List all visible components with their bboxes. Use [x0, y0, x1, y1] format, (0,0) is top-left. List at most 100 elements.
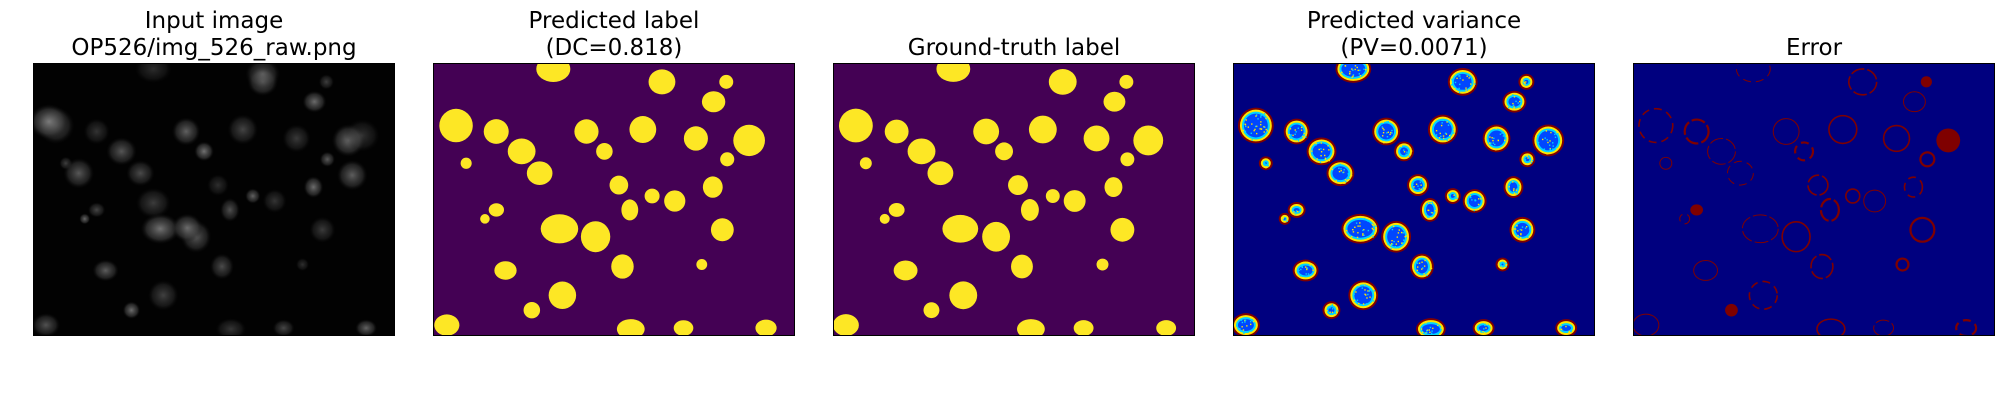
variance-speckle [1351, 235, 1353, 238]
variance-speckle [1249, 320, 1252, 323]
variance-speckle [1546, 139, 1548, 141]
image-background [434, 64, 794, 335]
variance-speckle [1395, 126, 1397, 128]
variance-speckle [1357, 69, 1359, 72]
variance-speckle [1421, 331, 1424, 334]
variance-speckle [1446, 121, 1448, 123]
nucleus [207, 174, 229, 197]
variance-speckle [1428, 202, 1430, 204]
nucleus [135, 187, 171, 219]
variance-speckle [1288, 134, 1290, 136]
variance-speckle [1243, 332, 1245, 335]
error-image [1633, 63, 1995, 336]
variance-speckle [1250, 132, 1252, 134]
variance-speckle [1512, 94, 1514, 96]
nucleus-mask [507, 138, 536, 165]
panel-title: Ground-truth label [833, 35, 1195, 62]
variance-speckle [1328, 149, 1330, 151]
panel-title: Input image OP526/img_526_raw.png [33, 8, 395, 62]
variance-speckle [1372, 232, 1374, 235]
predicted-variance-image [1233, 63, 1595, 336]
variance-speckle [1367, 290, 1369, 292]
variance-speckle [1560, 328, 1562, 331]
variance-core [1421, 324, 1440, 335]
variance-speckle [1449, 138, 1452, 140]
variance-speckle [1440, 124, 1443, 127]
variance-speckle [1294, 214, 1296, 216]
variance-speckle [1382, 121, 1384, 123]
variance-speckle [1560, 324, 1562, 327]
variance-speckle [1390, 131, 1392, 134]
nucleus-mask [1096, 258, 1109, 271]
variance-speckle [1491, 137, 1493, 139]
variance-speckle [1355, 222, 1358, 224]
variance-speckle [1306, 268, 1308, 271]
variance-speckle [1495, 127, 1497, 130]
variance-speckle [1251, 123, 1253, 125]
variance-speckle [1527, 234, 1529, 236]
variance-speckle [1366, 220, 1369, 222]
variance-speckle [1426, 331, 1428, 334]
predicted-label-image [433, 63, 795, 336]
variance-speckle [1492, 142, 1495, 144]
variance-speckle [1355, 291, 1357, 293]
panel-predicted-label: Predicted label (DC=0.818) [433, 0, 795, 400]
title-line: Error [1785, 35, 1843, 61]
variance-speckle [1385, 121, 1388, 123]
variance-speckle [1329, 307, 1331, 309]
variance-speckle [1458, 87, 1460, 90]
variance-speckle [1468, 195, 1471, 198]
nucleus-mask [629, 116, 657, 143]
variance-speckle [1357, 225, 1359, 227]
variance-speckle [1425, 322, 1427, 324]
variance-core [1354, 286, 1373, 305]
variance-speckle [1556, 131, 1558, 134]
variance-speckle [1298, 269, 1300, 272]
variance-speckle [1556, 133, 1558, 135]
variance-speckle [1446, 119, 1449, 122]
variance-speckle [1408, 155, 1411, 158]
variance-speckle [1352, 228, 1354, 231]
variance-speckle [1570, 330, 1572, 333]
variance-speckle [1549, 149, 1551, 151]
variance-speckle [1434, 122, 1436, 125]
variance-speckle [1527, 236, 1529, 239]
nucleus-mask [973, 118, 1000, 145]
variance-speckle [1549, 147, 1551, 150]
variance-speckle [1420, 188, 1422, 190]
error-outline [1819, 197, 1840, 222]
variance-speckle [1452, 197, 1455, 200]
variance-speckle [1434, 322, 1436, 325]
variance-speckle [1512, 189, 1515, 192]
variance-speckle [1430, 211, 1432, 214]
variance-speckle [1519, 100, 1521, 103]
variance-speckle [1530, 162, 1533, 164]
variance-speckle [1363, 228, 1365, 231]
nucleus-mask [1063, 190, 1086, 212]
nucleus [147, 280, 179, 311]
variance-speckle [1353, 293, 1355, 295]
variance-speckle [1423, 265, 1426, 267]
variance-speckle [1362, 233, 1364, 235]
variance-speckle [1334, 312, 1337, 315]
variance-speckle [1530, 83, 1532, 85]
variance-speckle [1552, 145, 1554, 147]
variance-core [1538, 130, 1559, 151]
variance-speckle [1263, 135, 1265, 137]
variance-speckle [1267, 119, 1269, 121]
variance-speckle [1501, 265, 1503, 267]
variance-speckle [1371, 227, 1374, 230]
nucleus-mask [1103, 91, 1126, 112]
variance-speckle [1449, 136, 1451, 138]
variance-speckle [1372, 233, 1375, 235]
variance-speckle [1382, 131, 1385, 134]
variance-speckle [1325, 160, 1328, 162]
variance-speckle [1559, 136, 1562, 139]
variance-speckle [1297, 210, 1299, 213]
variance-speckle [1359, 225, 1361, 227]
variance-speckle [1289, 128, 1292, 130]
variance-speckle [1513, 106, 1515, 108]
variance-speckle [1465, 87, 1467, 89]
variance-speckle [1364, 289, 1366, 291]
variance-core [1478, 325, 1489, 332]
